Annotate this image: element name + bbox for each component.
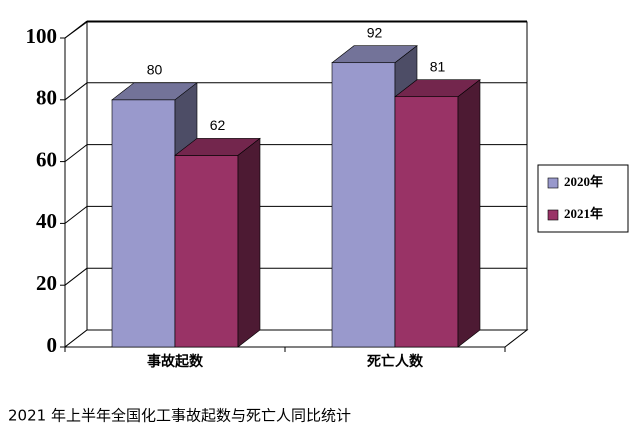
- value-label: 80: [147, 62, 163, 78]
- y-tick-label: 80: [36, 86, 57, 110]
- y-tick-label: 20: [36, 271, 57, 295]
- y-tick-label: 60: [36, 147, 57, 171]
- bar: [174, 155, 239, 348]
- value-label: 81: [430, 58, 446, 74]
- y-tick-label: 100: [26, 24, 58, 48]
- value-label: 92: [367, 24, 383, 40]
- chart-title: 2021 年上半年全国化工事故起数与死亡人同比统计: [8, 407, 351, 425]
- legend-swatch: [547, 209, 559, 221]
- y-tick-label: 0: [47, 333, 58, 357]
- grid-line: [64, 82, 88, 101]
- bar: [394, 96, 459, 348]
- bar: [331, 62, 396, 348]
- value-label: 62: [210, 117, 226, 133]
- grid-line: [64, 20, 88, 39]
- legend-label: 2020年: [564, 174, 603, 189]
- legend-label: 2021年: [564, 206, 603, 221]
- x-tick-label: 事故起数: [147, 353, 204, 370]
- bar: [111, 99, 176, 348]
- bar-side: [237, 137, 261, 348]
- x-tick-label: 死亡人数: [366, 353, 424, 370]
- y-tick-label: 40: [36, 209, 57, 233]
- grid-line: [64, 206, 88, 224]
- grid-line: [64, 144, 88, 162]
- legend-swatch: [547, 177, 559, 189]
- legend: [537, 164, 629, 233]
- side-wall: [64, 21, 88, 349]
- grid-line: [64, 267, 88, 286]
- bar-side: [457, 79, 481, 348]
